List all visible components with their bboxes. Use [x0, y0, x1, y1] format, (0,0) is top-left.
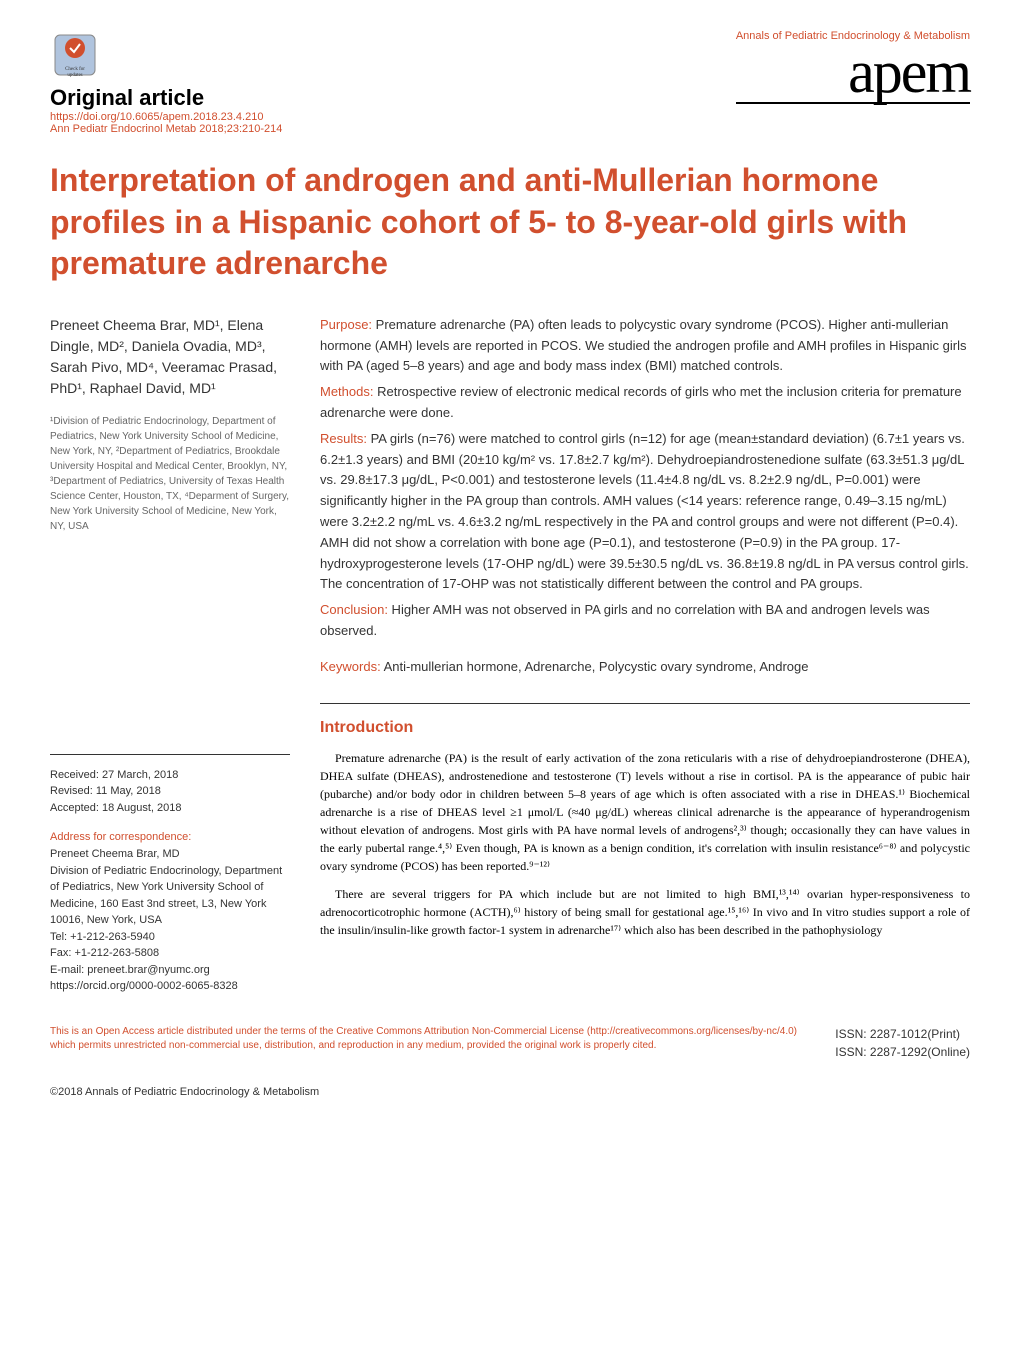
methods-label: Methods:: [320, 384, 373, 399]
keywords-text: Anti-mullerian hormone, Adrenarche, Poly…: [381, 659, 809, 674]
intro-para1: Premature adrenarche (PA) is the result …: [320, 749, 970, 875]
keywords-label: Keywords:: [320, 659, 381, 674]
correspondence-text: Preneet Cheema Brar, MD Division of Pedi…: [50, 846, 290, 995]
purpose-label: Purpose:: [320, 317, 372, 332]
keywords-block: Keywords: Anti-mullerian hormone, Adrena…: [320, 657, 970, 678]
header-right: Annals of Pediatric Endocrinology & Meta…: [736, 30, 970, 104]
copyright: ©2018 Annals of Pediatric Endocrinology …: [50, 1086, 970, 1098]
article-type: Original article: [50, 85, 282, 111]
doi-link[interactable]: https://doi.org/10.6065/apem.2018.23.4.2…: [50, 111, 282, 123]
issn-online: ISSN: 2287-1292(Online): [835, 1043, 970, 1061]
issn-print: ISSN: 2287-1012(Print): [835, 1025, 970, 1043]
conclusion-label: Conclusion:: [320, 602, 388, 617]
introduction-heading: Introduction: [320, 719, 970, 737]
authors-list: Preneet Cheema Brar, MD¹, Elena Dingle, …: [50, 315, 290, 399]
page-header: Check for updates Original article https…: [50, 30, 970, 135]
accepted-date: Accepted: 18 August, 2018: [50, 800, 290, 817]
intro-para2: There are several triggers for PA which …: [320, 885, 970, 939]
svg-text:Check for: Check for: [65, 67, 85, 72]
section-divider: [320, 703, 970, 704]
correspondence-heading: Address for correspondence:: [50, 831, 290, 843]
results-label: Results:: [320, 431, 367, 446]
citation: Ann Pediatr Endocrinol Metab 2018;23:210…: [50, 123, 282, 135]
article-title: Interpretation of androgen and anti-Mull…: [50, 160, 970, 285]
abstract-conclusion: Conclusion: Higher AMH was not observed …: [320, 600, 970, 642]
license-text: This is an Open Access article distribut…: [50, 1025, 815, 1053]
revised-date: Revised: 11 May, 2018: [50, 783, 290, 800]
abstract-results: Results: PA girls (n=76) were matched to…: [320, 429, 970, 595]
purpose-text: Premature adrenarche (PA) often leads to…: [320, 317, 966, 374]
received-date: Received: 27 March, 2018: [50, 767, 290, 784]
svg-text:updates: updates: [67, 73, 82, 78]
abstract-methods: Methods: Retrospective review of electro…: [320, 382, 970, 424]
affiliations: ¹Division of Pediatric Endocrinology, De…: [50, 414, 290, 534]
check-updates-icon[interactable]: Check for updates: [50, 30, 100, 80]
left-column: Preneet Cheema Brar, MD¹, Elena Dingle, …: [50, 315, 290, 995]
footer: This is an Open Access article distribut…: [50, 1025, 970, 1061]
divider: [50, 754, 290, 755]
dates-block: Received: 27 March, 2018 Revised: 11 May…: [50, 767, 290, 817]
conclusion-text: Higher AMH was not observed in PA girls …: [320, 602, 930, 638]
abstract-purpose: Purpose: Premature adrenarche (PA) often…: [320, 315, 970, 377]
header-left: Check for updates Original article https…: [50, 30, 282, 135]
journal-logo: apem: [736, 42, 970, 104]
methods-text: Retrospective review of electronic medic…: [320, 384, 962, 420]
issn-block: ISSN: 2287-1012(Print) ISSN: 2287-1292(O…: [835, 1025, 970, 1061]
results-text: PA girls (n=76) were matched to control …: [320, 431, 969, 592]
right-column: Purpose: Premature adrenarche (PA) often…: [320, 315, 970, 995]
main-content: Preneet Cheema Brar, MD¹, Elena Dingle, …: [50, 315, 970, 995]
